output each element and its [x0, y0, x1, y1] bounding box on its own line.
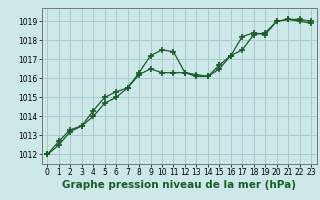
X-axis label: Graphe pression niveau de la mer (hPa): Graphe pression niveau de la mer (hPa): [62, 180, 296, 190]
